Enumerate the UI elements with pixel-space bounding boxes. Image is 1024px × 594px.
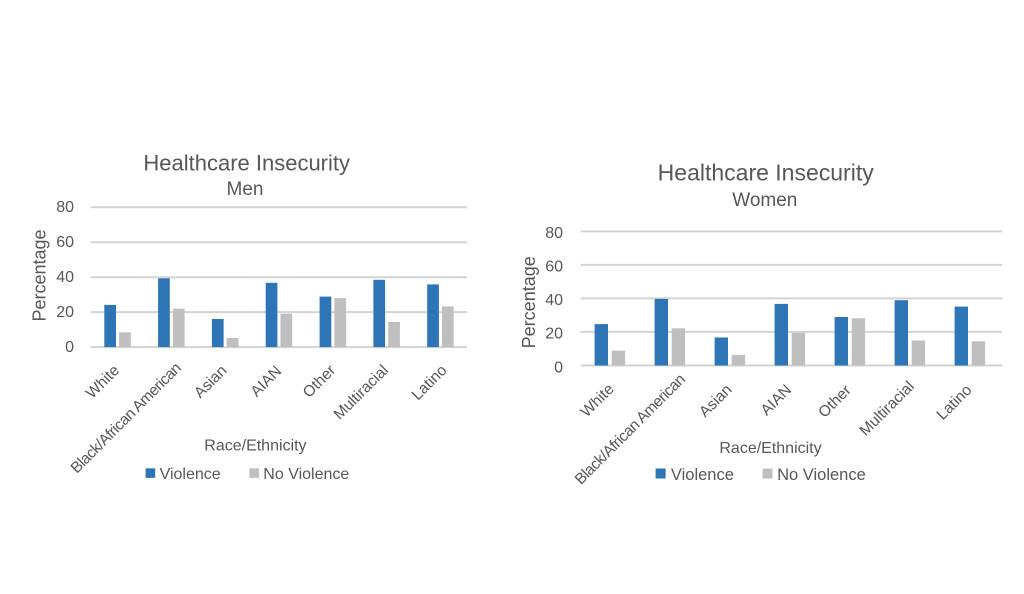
svg-text:Healthcare Insecurity: Healthcare Insecurity	[658, 159, 875, 185]
svg-text:0: 0	[65, 339, 74, 356]
svg-text:60: 60	[56, 234, 74, 251]
svg-text:0: 0	[554, 359, 563, 376]
svg-text:No Violence: No Violence	[777, 466, 866, 484]
svg-text:20: 20	[56, 304, 74, 321]
svg-text:40: 40	[545, 292, 563, 309]
svg-text:Violence: Violence	[160, 466, 221, 483]
svg-text:60: 60	[545, 259, 563, 276]
svg-text:Women: Women	[732, 190, 797, 211]
svg-text:Healthcare Insecurity: Healthcare Insecurity	[143, 151, 350, 176]
svg-text:Percentage: Percentage	[29, 229, 49, 321]
svg-text:Race/Ethnicity: Race/Ethnicity	[204, 438, 306, 455]
svg-text:40: 40	[56, 269, 74, 286]
svg-text:Percentage: Percentage	[519, 256, 539, 348]
svg-text:Race/Ethnicity: Race/Ethnicity	[719, 440, 821, 457]
svg-text:20: 20	[545, 326, 563, 343]
svg-text:Men: Men	[227, 179, 264, 200]
svg-text:Violence: Violence	[671, 466, 734, 484]
svg-text:No Violence: No Violence	[263, 466, 349, 483]
svg-text:80: 80	[545, 225, 563, 242]
svg-text:80: 80	[56, 199, 74, 216]
